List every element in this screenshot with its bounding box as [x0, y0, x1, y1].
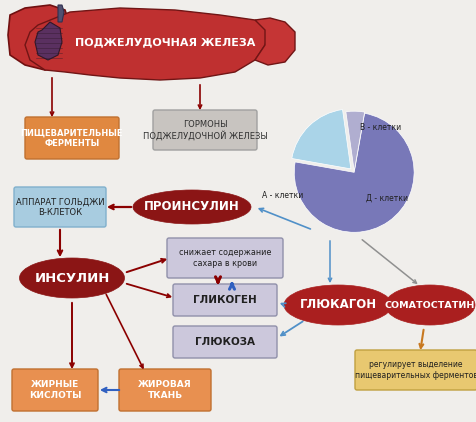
Ellipse shape: [133, 190, 250, 224]
FancyBboxPatch shape: [14, 187, 106, 227]
Polygon shape: [255, 18, 294, 65]
FancyBboxPatch shape: [25, 117, 119, 159]
Ellipse shape: [283, 285, 391, 325]
Ellipse shape: [384, 285, 474, 325]
Polygon shape: [25, 8, 269, 80]
Text: ГОРМОНЫ
ПОДЖЕЛУДОЧНОЙ ЖЕЛЕЗЫ: ГОРМОНЫ ПОДЖЕЛУДОЧНОЙ ЖЕЛЕЗЫ: [142, 120, 267, 140]
Wedge shape: [345, 111, 364, 171]
FancyBboxPatch shape: [173, 326, 277, 358]
Text: ГЛЮКАГОН: ГЛЮКАГОН: [299, 298, 376, 311]
Text: ИНСУЛИН: ИНСУЛИН: [34, 271, 109, 284]
Text: ПИЩЕВАРИТЕЛЬНЫЕ
ФЕРМЕНТЫ: ПИЩЕВАРИТЕЛЬНЫЕ ФЕРМЕНТЫ: [21, 128, 123, 148]
Text: ГЛИКОГЕН: ГЛИКОГЕН: [193, 295, 257, 305]
FancyBboxPatch shape: [12, 369, 98, 411]
FancyBboxPatch shape: [119, 369, 210, 411]
Text: СОМАТОСТАТИН: СОМАТОСТАТИН: [384, 300, 474, 309]
Text: ПОДЖЕЛУДОЧНАЯ ЖЕЛЕЗА: ПОДЖЕЛУДОЧНАЯ ЖЕЛЕЗА: [75, 37, 255, 47]
Text: ЖИРОВАЯ
ТКАНЬ: ЖИРОВАЯ ТКАНЬ: [138, 380, 191, 400]
Polygon shape: [58, 5, 64, 22]
Polygon shape: [35, 22, 62, 60]
Text: регулирует выделение
пищеварительных ферментов: регулирует выделение пищеварительных фер…: [354, 360, 476, 380]
FancyBboxPatch shape: [173, 284, 277, 316]
Text: ЖИРНЫЕ
КИСЛОТЫ: ЖИРНЫЕ КИСЛОТЫ: [29, 380, 81, 400]
FancyBboxPatch shape: [167, 238, 282, 278]
Text: ГЛЮКОЗА: ГЛЮКОЗА: [195, 337, 255, 347]
FancyBboxPatch shape: [354, 350, 476, 390]
Text: АППАРАТ ГОЛЬДЖИ
В-КЛЕТОК: АППАРАТ ГОЛЬДЖИ В-КЛЕТОК: [16, 197, 104, 217]
Text: ПРОИНСУЛИН: ПРОИНСУЛИН: [144, 200, 239, 214]
Wedge shape: [294, 113, 413, 232]
Wedge shape: [291, 110, 350, 169]
Text: Д - клетки: Д - клетки: [366, 194, 407, 203]
Text: В - клетки: В - клетки: [359, 123, 400, 133]
Text: А - клетки: А - клетки: [262, 191, 303, 200]
Ellipse shape: [20, 258, 124, 298]
FancyBboxPatch shape: [153, 110, 257, 150]
Polygon shape: [8, 5, 70, 70]
Text: снижает содержание
сахара в крови: снижает содержание сахара в крови: [178, 248, 271, 268]
